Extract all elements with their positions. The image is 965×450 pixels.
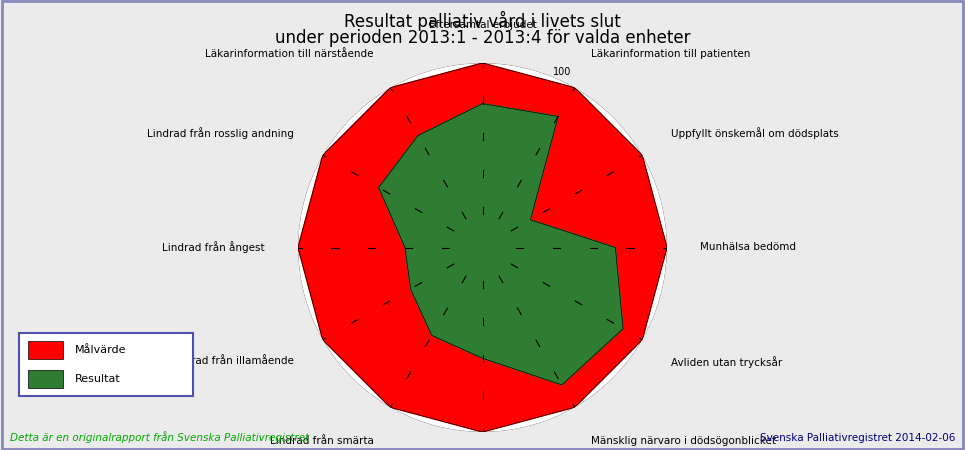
Text: Munhälsa bedömd: Munhälsa bedömd	[701, 243, 796, 252]
Text: Lindrad från ångest: Lindrad från ångest	[162, 242, 264, 253]
Text: Läkarinformation till patienten: Läkarinformation till patienten	[592, 49, 751, 59]
Text: Avliden utan trycksår: Avliden utan trycksår	[671, 356, 783, 368]
Text: Resultat palliativ vård i livets slut: Resultat palliativ vård i livets slut	[345, 11, 620, 32]
Text: under perioden 2013:1 - 2013:4 för valda enheter: under perioden 2013:1 - 2013:4 för valda…	[275, 29, 690, 47]
Text: Svenska Palliativregistret 2014-02-06: Svenska Palliativregistret 2014-02-06	[760, 433, 955, 443]
Text: Mänsklig närvaro i dödsögonblicket: Mänsklig närvaro i dödsögonblicket	[592, 436, 777, 446]
Text: Eftersamtal erbjudet: Eftersamtal erbjudet	[428, 20, 537, 30]
Text: Målvärde: Målvärde	[75, 345, 126, 355]
Text: Resultat: Resultat	[75, 374, 121, 384]
Text: Lindrad från smärta: Lindrad från smärta	[270, 436, 373, 446]
Text: Läkarinformation till närstående: Läkarinformation till närstående	[206, 49, 373, 59]
Polygon shape	[378, 104, 623, 385]
Bar	[28, 341, 63, 360]
Text: Uppfyllt önskemål om dödsplats: Uppfyllt önskemål om dödsplats	[671, 127, 839, 139]
Polygon shape	[298, 63, 667, 432]
Polygon shape	[289, 54, 676, 441]
Text: Detta är en originalrapport från Svenska Palliativregistret: Detta är en originalrapport från Svenska…	[10, 432, 309, 443]
Bar	[28, 369, 63, 388]
Polygon shape	[294, 59, 671, 436]
Text: Lindrad från illamående: Lindrad från illamående	[169, 356, 294, 366]
Text: Lindrad från rosslig andning: Lindrad från rosslig andning	[147, 127, 294, 139]
